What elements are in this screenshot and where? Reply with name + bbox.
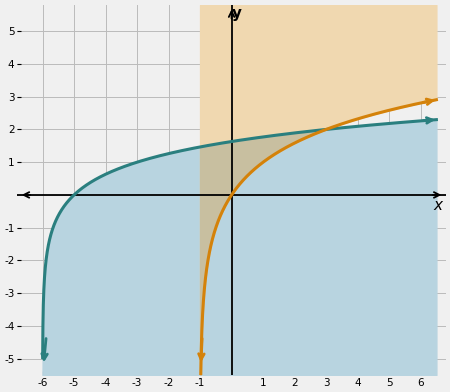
Text: y: y — [232, 5, 242, 21]
Text: x: x — [433, 198, 442, 213]
